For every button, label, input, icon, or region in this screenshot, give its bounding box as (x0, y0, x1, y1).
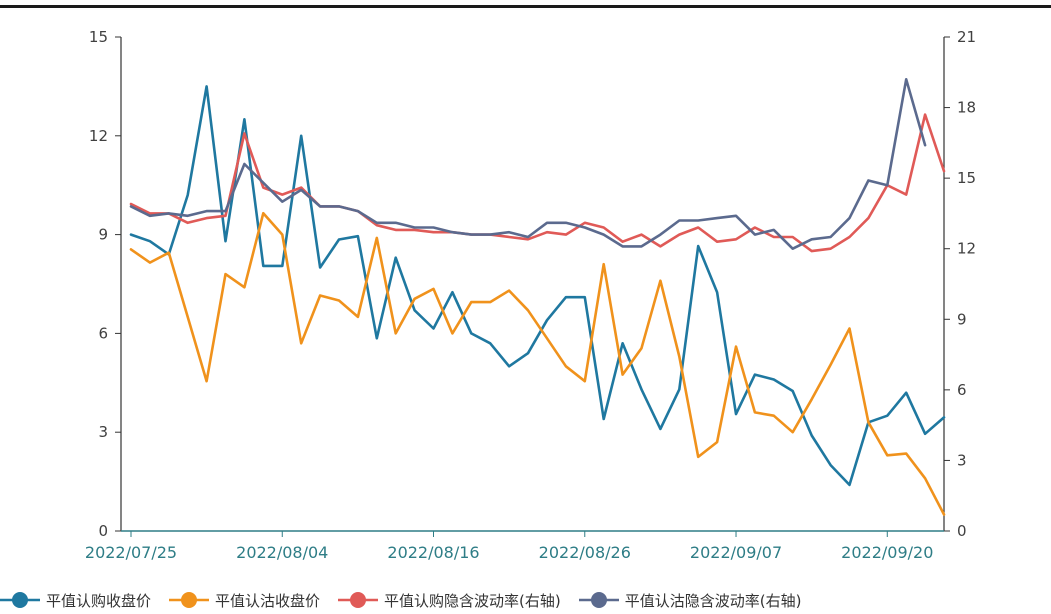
x-tick-label: 2022/08/26 (539, 543, 631, 562)
series-line-3 (129, 113, 946, 253)
series-layer (129, 78, 946, 516)
x-tick-label: 2022/07/25 (85, 543, 177, 562)
series-line-1 (129, 85, 946, 487)
y-left-tick-label: 3 (98, 423, 108, 441)
legend-label: 平值认沽收盘价 (215, 591, 321, 610)
top-rule (0, 5, 1051, 8)
x-tick-label: 2022/08/16 (387, 543, 479, 562)
y-left-tick-label: 15 (89, 28, 108, 46)
legend-label: 平值认沽隐含波动率(右轴) (624, 591, 802, 610)
series-line-4 (129, 78, 927, 250)
y-left-tick-label: 6 (98, 324, 108, 342)
legend-swatch-icon (0, 592, 40, 608)
x-tick-label: 2022/09/20 (841, 543, 933, 562)
legend-swatch-icon (578, 592, 619, 608)
legend-label: 平值认购隐含波动率(右轴) (384, 591, 561, 610)
y-right-tick-label: 3 (957, 451, 967, 469)
y-right-tick-label: 0 (957, 522, 967, 540)
legend-item-1[interactable]: 平值认购收盘价 (0, 590, 151, 611)
series-line-2 (129, 211, 946, 516)
y-left-tick-label: 9 (98, 226, 108, 244)
legend-item-3[interactable]: 平值认购隐含波动率(右轴) (338, 590, 561, 611)
line-chart: 0 3 6 9 12 15 0 3 6 9 12 15 18 21 2022/07/25 2022/08/04… (85, 28, 976, 562)
axes: 0 3 6 9 12 15 0 3 6 9 12 15 18 21 2022/07/25 2022/08/04… (85, 28, 976, 562)
y-right-tick-label: 6 (957, 381, 967, 399)
legend-label: 平值认购收盘价 (46, 591, 152, 610)
y-right-tick-label: 18 (957, 99, 976, 117)
x-tick-label: 2022/08/04 (236, 543, 328, 562)
legend: 平值认购收盘价 平值认沽收盘价 平值认购隐含波动率(右轴) 平值认沽隐含波动率(右轴) (0, 588, 1051, 612)
y-right-tick-label: 15 (957, 169, 976, 187)
y-left-tick-label: 0 (98, 522, 108, 540)
y-right-tick-label: 21 (957, 28, 976, 46)
legend-item-2[interactable]: 平值认沽收盘价 (169, 590, 320, 611)
legend-swatch-icon (169, 592, 210, 608)
y-right-tick-label: 12 (957, 240, 976, 258)
y-right-tick-label: 9 (957, 310, 967, 328)
legend-item-4[interactable]: 平值认沽隐含波动率(右轴) (578, 590, 802, 611)
legend-swatch-icon (338, 592, 379, 608)
x-tick-label: 2022/09/07 (690, 543, 782, 562)
y-left-tick-label: 12 (89, 127, 108, 145)
